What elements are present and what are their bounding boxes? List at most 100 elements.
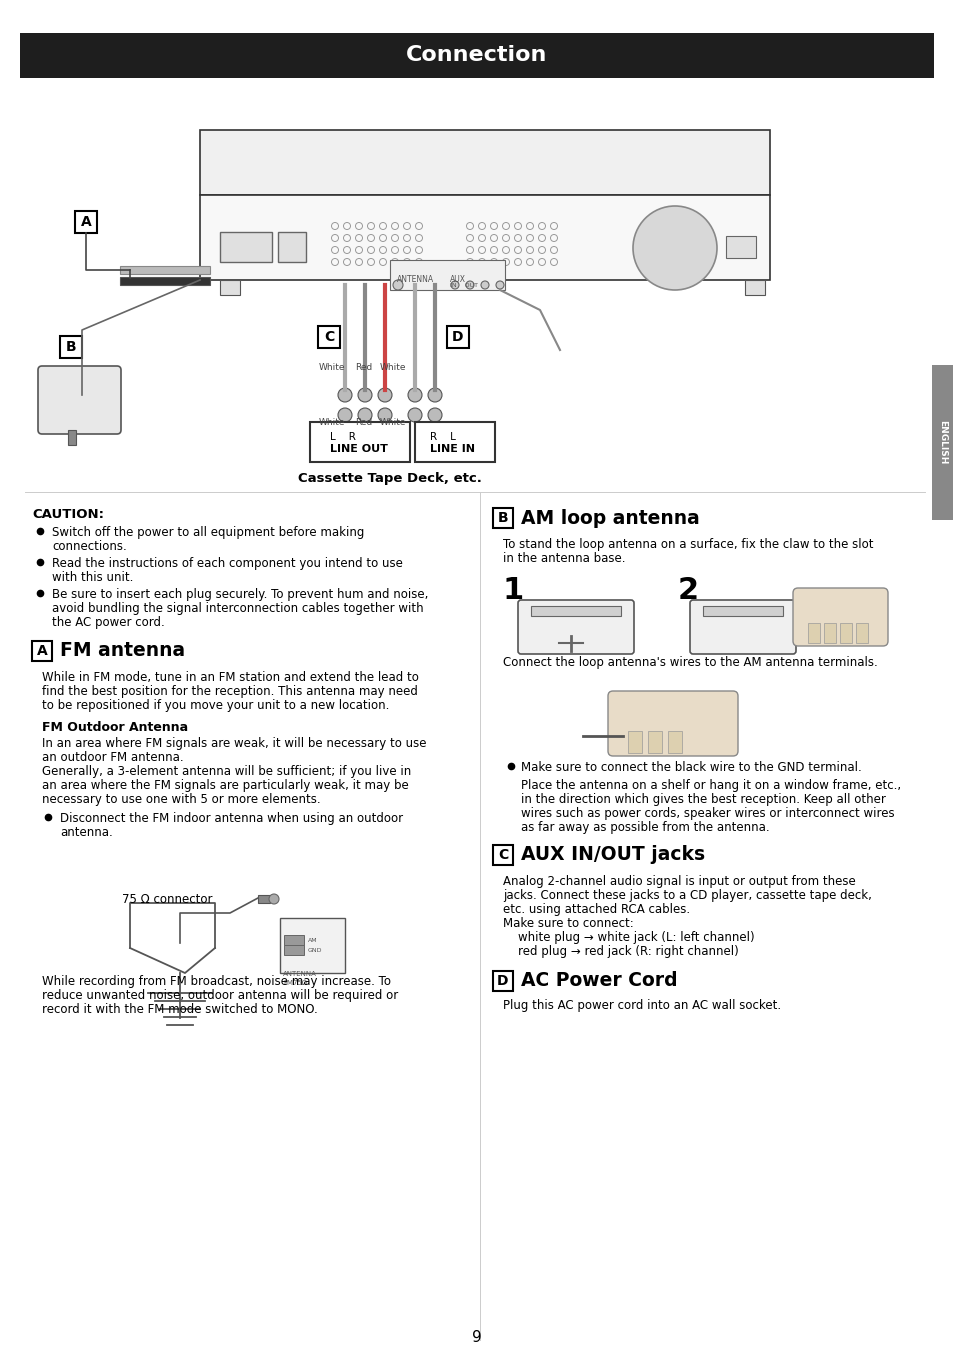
Text: an area where the FM signals are particularly weak, it may be: an area where the FM signals are particu… [42,780,408,792]
Text: white plug → white jack (L: left channel): white plug → white jack (L: left channel… [502,931,754,944]
Text: AUX: AUX [450,276,465,284]
Text: A: A [36,644,48,658]
Text: C: C [323,330,334,345]
Text: FM75Ω: FM75Ω [283,979,307,986]
Text: LINE OUT: LINE OUT [330,444,388,454]
FancyBboxPatch shape [792,588,887,646]
Text: Disconnect the FM indoor antenna when using an outdoor: Disconnect the FM indoor antenna when us… [60,812,403,825]
Bar [220,280,240,295]
Circle shape [408,388,421,403]
Bar [667,731,681,753]
FancyBboxPatch shape [38,366,121,434]
Text: ENGLISH: ENGLISH [938,420,946,465]
Text: Be sure to insert each plug securely. To prevent hum and noise,: Be sure to insert each plug securely. To… [52,588,428,601]
Text: wires such as power cords, speaker wires or interconnect wires: wires such as power cords, speaker wires… [520,807,894,820]
Bar [447,326,469,349]
Text: avoid bundling the signal interconnection cables together with: avoid bundling the signal interconnectio… [52,603,423,615]
Bar [75,211,97,232]
Text: AUX IN/OUT jacks: AUX IN/OUT jacks [520,846,704,865]
Bar [627,731,641,753]
Text: in the direction which gives the best reception. Keep all other: in the direction which gives the best re… [520,793,885,807]
Text: Red: Red [355,363,373,372]
FancyBboxPatch shape [689,600,795,654]
Circle shape [633,205,717,290]
Bar [280,917,345,973]
Bar [120,266,210,274]
Text: GND: GND [308,948,322,952]
Bar [702,607,782,616]
Bar [744,280,764,295]
Text: While in FM mode, tune in an FM station and extend the lead to: While in FM mode, tune in an FM station … [42,671,418,684]
Text: D: D [452,330,463,345]
Text: etc. using attached RCA cables.: etc. using attached RCA cables. [502,902,689,916]
Bar [415,422,495,462]
Text: as far away as possible from the antenna.: as far away as possible from the antenna… [520,821,769,834]
Bar [493,844,513,865]
Circle shape [465,281,474,289]
Text: to be repositioned if you move your unit to a new location.: to be repositioned if you move your unit… [42,698,389,712]
Circle shape [428,408,441,422]
Bar [493,971,513,992]
Bar [120,277,210,285]
Text: jacks. Connect these jacks to a CD player, cassette tape deck,: jacks. Connect these jacks to a CD playe… [502,889,871,902]
Text: FM Outdoor Antenna: FM Outdoor Antenna [42,721,188,734]
Text: Generally, a 3-element antenna will be sufficient; if you live in: Generally, a 3-element antenna will be s… [42,765,411,778]
Text: 9: 9 [472,1331,481,1346]
Text: with this unit.: with this unit. [52,571,133,584]
Circle shape [480,281,489,289]
Bar [20,32,933,78]
Text: connections.: connections. [52,540,127,553]
Text: an outdoor FM antenna.: an outdoor FM antenna. [42,751,183,765]
Text: Make sure to connect the black wire to the GND terminal.: Make sure to connect the black wire to t… [520,761,861,774]
Text: R    L: R L [430,432,456,442]
Bar [493,508,513,528]
Text: Place the antenna on a shelf or hang it on a window frame, etc.,: Place the antenna on a shelf or hang it … [520,780,901,792]
Circle shape [496,281,503,289]
Bar [390,259,504,290]
FancyBboxPatch shape [517,600,634,654]
Text: 2: 2 [678,576,699,605]
Circle shape [408,408,421,422]
Text: B: B [66,340,76,354]
Text: Cassette Tape Deck, etc.: Cassette Tape Deck, etc. [297,471,481,485]
Text: antenna.: antenna. [60,825,112,839]
Text: L    R: L R [330,432,355,442]
Circle shape [377,408,392,422]
Bar [32,640,52,661]
Text: in the antenna base.: in the antenna base. [502,553,625,565]
Text: Read the instructions of each component you intend to use: Read the instructions of each component … [52,557,402,570]
Text: White: White [379,417,406,427]
Bar [220,232,272,262]
Text: Analog 2-channel audio signal is input or output from these: Analog 2-channel audio signal is input o… [502,875,855,888]
Bar [277,232,306,262]
Circle shape [393,280,402,290]
Circle shape [428,388,441,403]
Text: CAUTION:: CAUTION: [32,508,104,521]
Circle shape [357,388,372,403]
Bar [807,623,820,643]
Text: White: White [318,417,345,427]
Bar [931,365,953,520]
Text: AC Power Cord: AC Power Cord [520,971,677,990]
Text: D: D [497,974,508,988]
Circle shape [451,281,458,289]
Text: Red: Red [355,417,373,427]
Text: IN    OUT: IN OUT [450,282,477,288]
Text: 1: 1 [502,576,524,605]
Text: AM: AM [308,938,317,943]
Circle shape [357,408,372,422]
Text: In an area where FM signals are weak, it will be necessary to use: In an area where FM signals are weak, it… [42,738,426,750]
Circle shape [337,408,352,422]
Bar [257,894,270,902]
Text: White: White [379,363,406,372]
Text: C: C [497,848,508,862]
Circle shape [269,894,278,904]
Text: FM antenna: FM antenna [60,642,185,661]
Text: find the best position for the reception. This antenna may need: find the best position for the reception… [42,685,417,698]
Text: Connect the loop antenna's wires to the AM antenna terminals.: Connect the loop antenna's wires to the … [502,657,877,669]
Bar [68,430,76,444]
Text: reduce unwanted noise, outdoor antenna will be required or: reduce unwanted noise, outdoor antenna w… [42,989,397,1002]
Bar [60,336,82,358]
Text: A: A [81,215,91,230]
Bar [317,326,339,349]
